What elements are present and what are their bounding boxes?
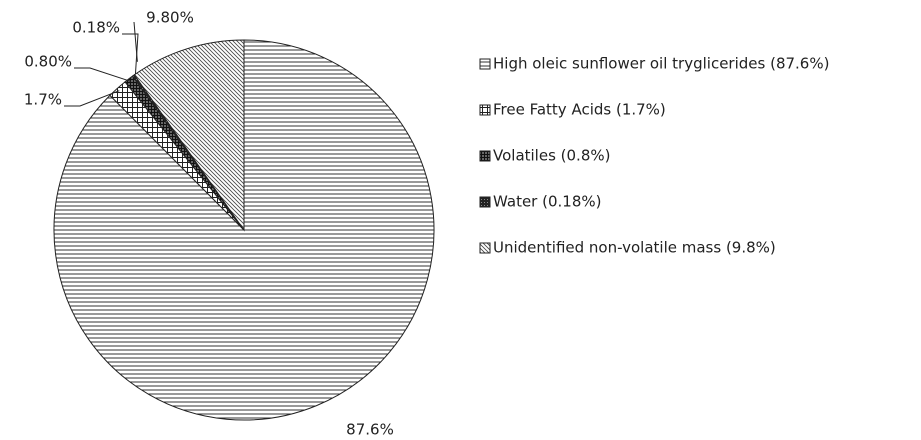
legend-swatch: [479, 242, 491, 254]
pie-slice: [133, 39, 245, 232]
leader-line: [133, 21, 138, 62]
leader-line: [74, 67, 131, 82]
legend-swatch: [479, 196, 491, 208]
legend-label: Volatiles (0.8%): [493, 147, 610, 165]
data-label: 0.18%: [72, 19, 120, 37]
legend-label: Free Fatty Acids (1.7%): [493, 101, 666, 119]
legend-label: Unidentified non-volatile mass (9.8%): [493, 239, 776, 257]
data-label: 9.80%: [146, 9, 194, 27]
data-label: 87.6%: [346, 421, 394, 439]
data-label: 1.7%: [24, 91, 62, 109]
legend-label: High oleic sunflower oil tryglicerides (…: [493, 55, 829, 73]
leader-line: [122, 33, 139, 78]
legend-swatch: [479, 150, 491, 162]
legend-swatch: [479, 104, 491, 116]
leader-line: [64, 90, 120, 107]
data-label: 0.80%: [24, 53, 72, 71]
legend-swatch: [479, 58, 491, 70]
legend-label: Water (0.18%): [493, 193, 601, 211]
